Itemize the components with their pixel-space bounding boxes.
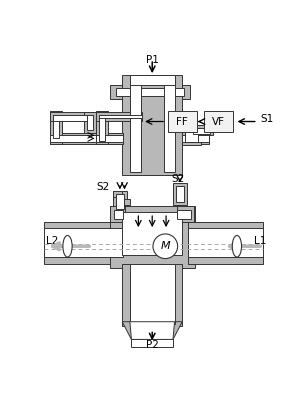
Bar [193,128,210,134]
Bar [190,125,213,135]
Bar [176,186,184,202]
Bar [116,194,124,209]
Bar [96,112,142,121]
Bar [173,183,187,205]
Bar [44,228,123,257]
Text: S1: S1 [260,114,273,124]
Bar [110,85,190,99]
Bar [116,88,184,96]
Text: P1: P1 [146,54,159,64]
Bar [96,135,123,137]
Bar [99,114,142,118]
Polygon shape [122,322,182,339]
Bar [84,112,96,133]
Bar [130,264,175,324]
Bar [96,112,108,144]
Text: S2: S2 [172,174,185,184]
Bar [50,135,123,141]
Bar [110,206,125,222]
Ellipse shape [232,235,242,257]
Bar [164,75,175,172]
Ellipse shape [63,235,72,257]
Bar [185,128,198,141]
Bar [96,133,123,144]
Bar [182,135,209,141]
Bar [96,138,123,139]
Bar [182,125,202,145]
Bar [130,75,141,172]
Bar [114,210,123,219]
Bar [130,75,175,85]
Bar [44,222,123,264]
Bar [177,206,194,222]
Text: FF: FF [176,116,188,127]
Bar [113,191,127,212]
Circle shape [153,234,178,259]
Bar [122,212,182,255]
Text: S2: S2 [97,182,110,192]
Bar [53,114,59,138]
Bar [168,112,197,131]
Bar [177,210,191,219]
Text: L1: L1 [254,236,266,246]
Text: VF: VF [212,116,225,127]
Polygon shape [130,322,175,339]
Bar [50,133,123,144]
Bar [50,112,96,121]
Text: L2: L2 [46,236,58,246]
Bar [122,75,182,175]
Bar [113,191,122,197]
Bar [188,228,263,257]
Bar [87,114,93,130]
Text: M: M [160,241,170,251]
Bar [122,264,182,326]
Bar [131,339,173,347]
Bar [96,135,123,141]
Bar [122,199,130,205]
Bar [182,133,209,144]
Bar [53,114,93,121]
Bar [182,125,190,135]
Bar [110,206,195,268]
Bar [50,112,62,144]
Text: P2: P2 [146,340,159,350]
Bar [204,112,233,131]
Bar [99,114,105,141]
Bar [188,222,263,264]
